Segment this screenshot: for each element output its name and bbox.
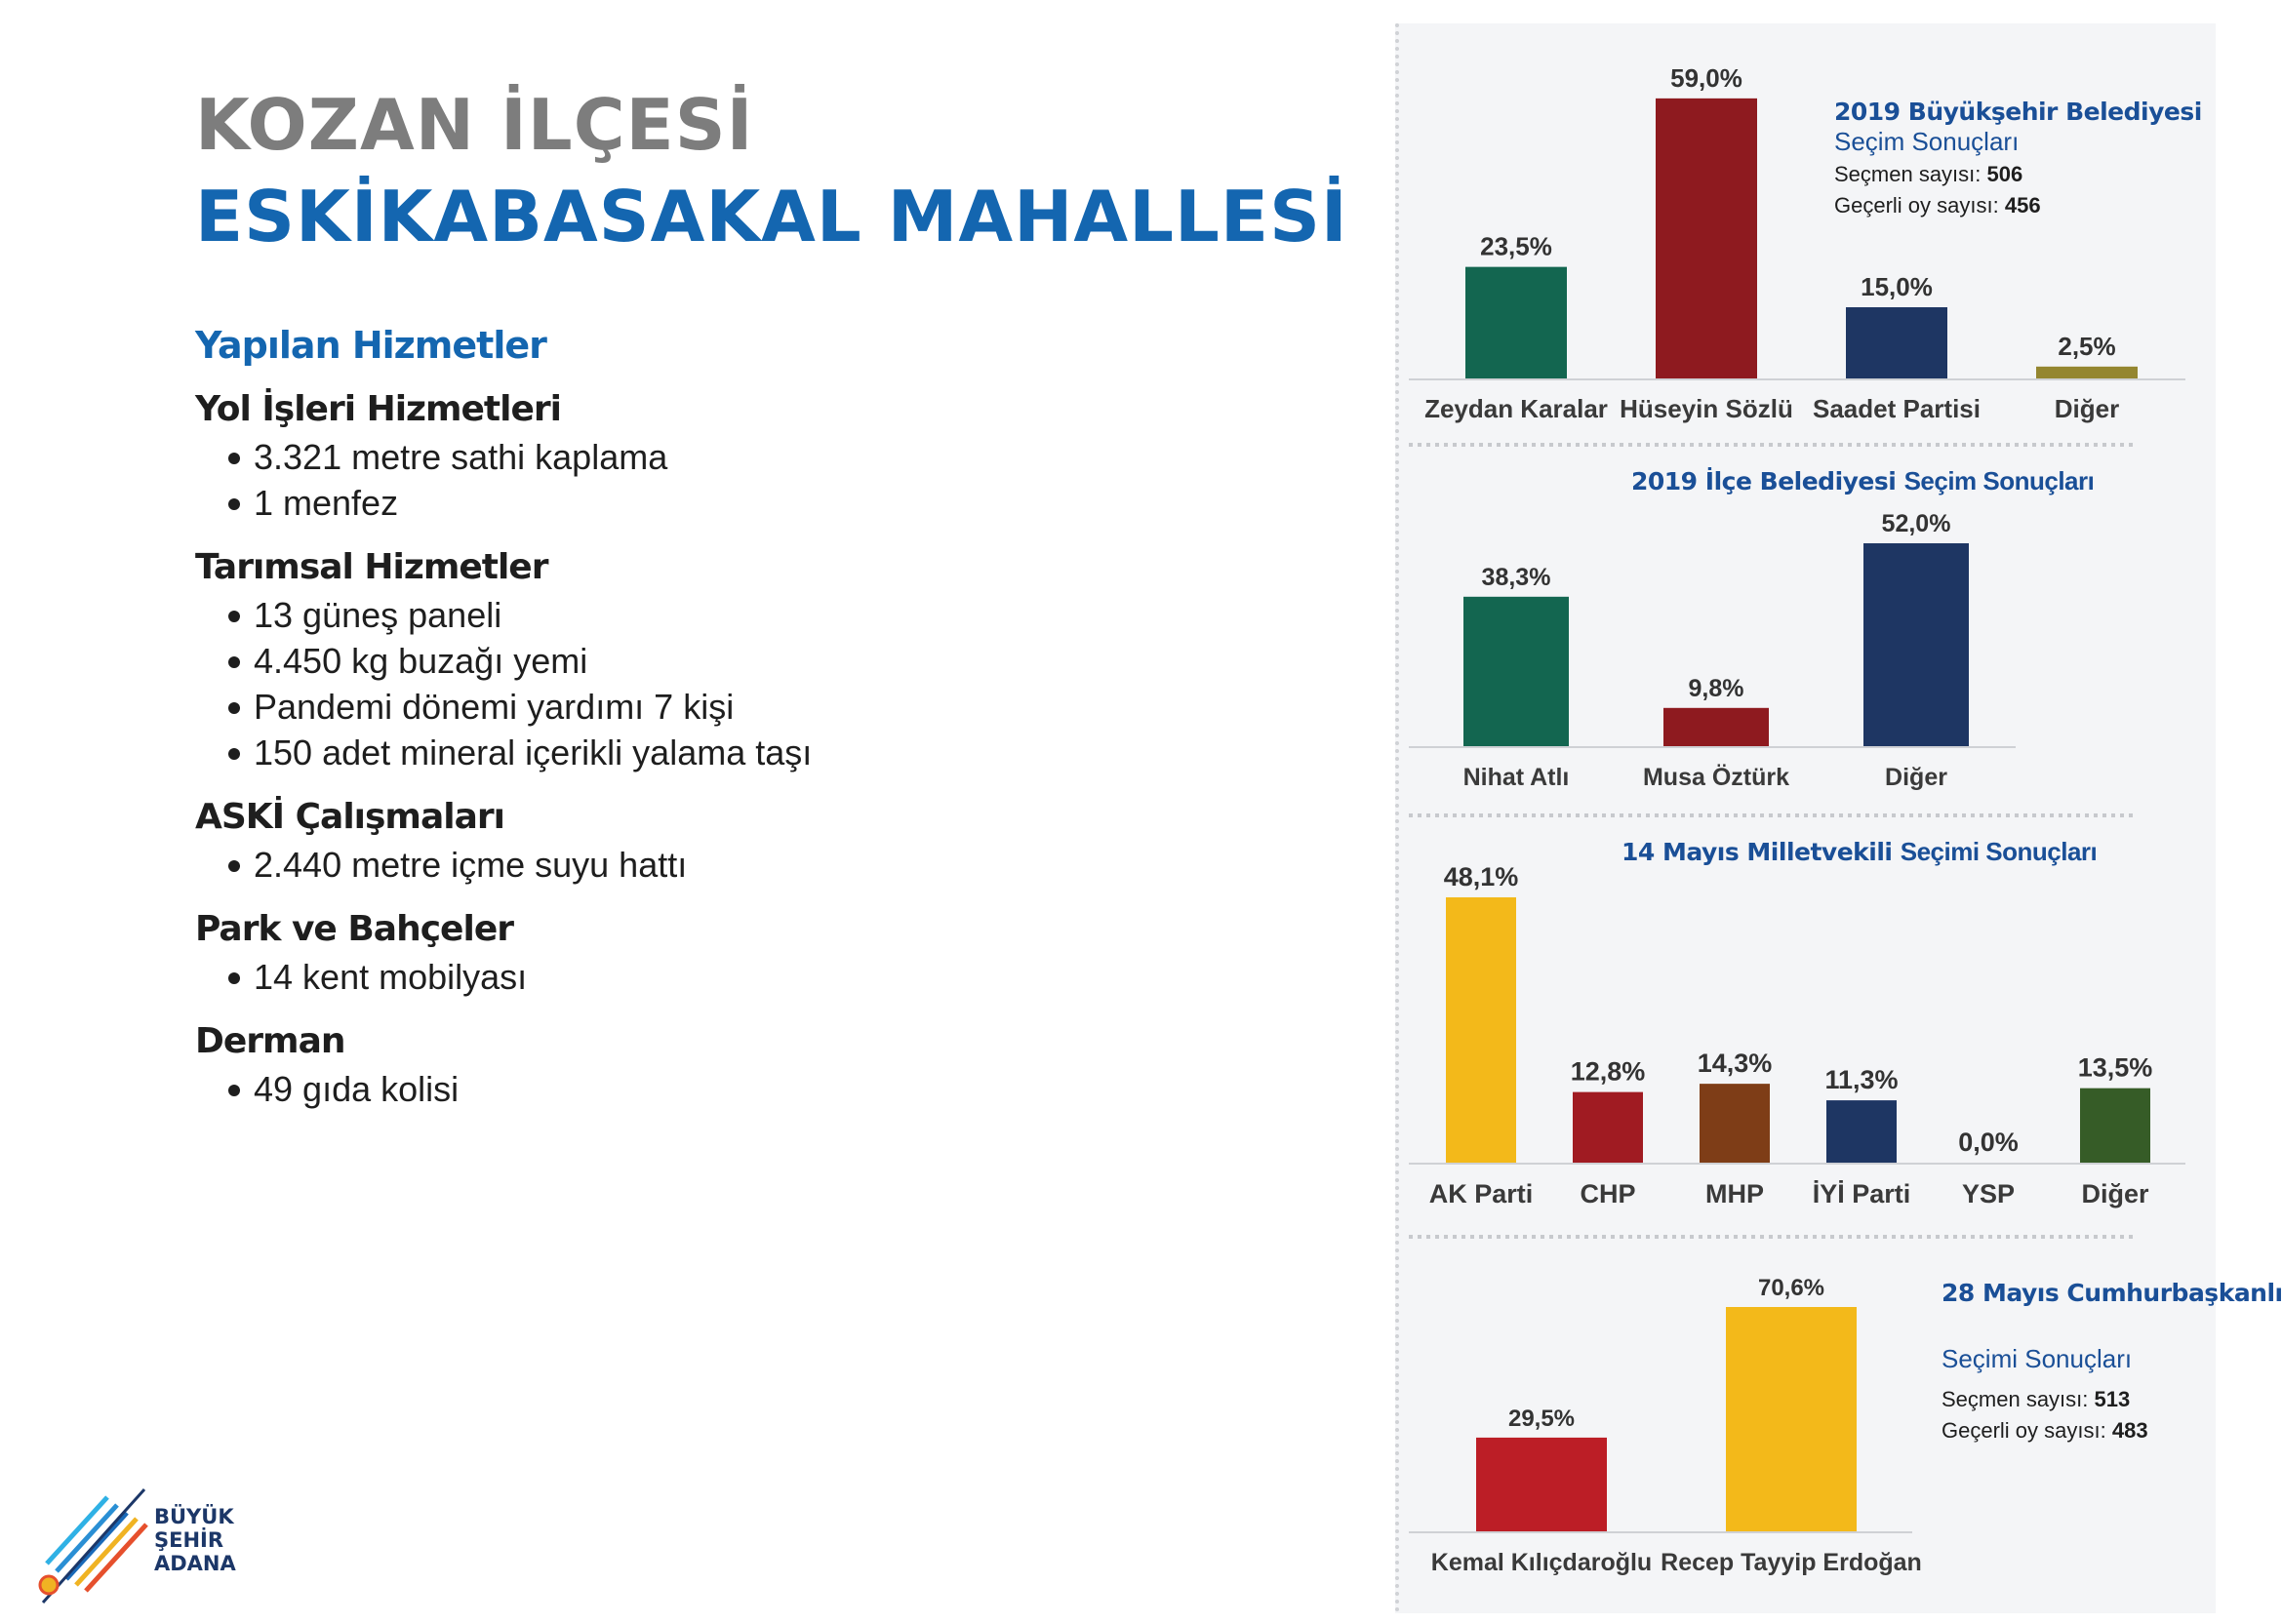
chart3-bar [1700, 1084, 1770, 1163]
chart2-bar [1463, 596, 1569, 746]
chart1-bar [1846, 307, 1947, 378]
chart1-subtitle: Seçim Sonuçları [1834, 127, 2020, 156]
logo-line: ŞEHİR [154, 1528, 224, 1552]
chart1-bar [1656, 98, 1757, 378]
chart2-subtitle: Seçim Sonuçları [1903, 466, 2095, 495]
chart4-voters: Seçmen sayısı: 513 [1942, 1385, 2130, 1414]
chart3-value-label: 14,3% [1698, 1049, 1773, 1078]
service-group-title: Yol İşleri Hizmetleri [195, 389, 562, 429]
chart2-category-label: Nihat Atlı [1463, 764, 1570, 791]
chart2-value-label: 9,8% [1689, 675, 1744, 702]
valid-value: 483 [2111, 1418, 2148, 1443]
chart4-category-label: Recep Tayyip Erdoğan [1661, 1549, 1922, 1576]
logo-line: BÜYÜK [154, 1505, 234, 1528]
chart1-value-label: 2,5% [2058, 332, 2115, 361]
service-group: Tarımsal Hizmetler 13 güneş paneli 4.450… [195, 543, 1268, 775]
chart1-voters: Seçmen sayısı: 506 [1834, 160, 2022, 189]
chart3-bar [2080, 1088, 2150, 1163]
service-group: ASKİ Çalışmaları 2.440 metre içme suyu h… [195, 793, 1268, 888]
chart2-title: 2019 İlçe Belediyesi Seçim Sonuçları [1631, 466, 2095, 496]
chart3-value-label: 13,5% [2078, 1053, 2153, 1083]
neighborhood-title: ESKİKABASAKAL MAHALLESİ [195, 176, 1348, 257]
voters-value: 506 [1986, 162, 2023, 186]
logo-line: ADANA [154, 1552, 236, 1575]
chart1-valid: Geçerli oy sayısı: 456 [1834, 191, 2041, 220]
chart1-category-label: Zeydan Karalar [1424, 394, 1608, 423]
valid-label: Geçerli oy sayısı: [1834, 193, 1999, 218]
adana-logo: BÜYÜK ŞEHİR ADANA [37, 1478, 261, 1624]
chart1-bar [2036, 366, 2138, 378]
chart3-category-label: Diğer [2081, 1179, 2149, 1208]
chart3-value-label: 0,0% [1958, 1128, 2019, 1157]
chart3-value-label: 11,3% [1824, 1065, 1898, 1094]
service-item: 49 gıda kolisi [195, 1066, 1268, 1112]
chart3-category-label: İYİ Parti [1813, 1179, 1911, 1208]
election-results-panel: 23,5% Zeydan Karalar 59,0% Hüseyin Sözlü 15,… [1395, 23, 2282, 1613]
service-group: Park ve Bahçeler 14 kent mobilyası [195, 905, 1268, 1000]
service-item: 1 menfez [195, 480, 1268, 526]
chart3-category-label: YSP [1962, 1179, 2015, 1208]
valid-value: 456 [2004, 193, 2041, 218]
voters-value: 513 [2094, 1387, 2131, 1411]
service-group-title: ASKİ Çalışmaları [195, 797, 505, 837]
chart4-value-label: 70,6% [1758, 1275, 1824, 1301]
chart2-value-label: 52,0% [1882, 510, 1951, 537]
chart1-title: 2019 Büyükşehir Belediyesi [1834, 98, 2202, 126]
chart1-category-label: Saadet Partisi [1813, 394, 1981, 423]
chart4-bar [1476, 1437, 1607, 1531]
chart3-title-main: 14 Mayıs Milletvekili [1621, 838, 1893, 866]
chart4-value-label: 29,5% [1508, 1406, 1575, 1432]
service-group: Derman 49 gıda kolisi [195, 1017, 1268, 1112]
chart4-category-label: Kemal Kılıçdaroğlu [1431, 1549, 1652, 1576]
chart4-subtitle: Seçimi Sonuçları [1942, 1344, 2133, 1373]
chart1-category-label: Hüseyin Sözlü [1620, 394, 1793, 423]
chart3-subtitle: Seçimi Sonuçları [1900, 837, 2098, 866]
chart1-value-label: 23,5% [1480, 232, 1552, 261]
chart3-value-label: 48,1% [1444, 862, 1519, 891]
voters-label: Seçmen sayısı: [1834, 162, 1982, 186]
chart3-bar [1826, 1100, 1897, 1163]
service-group-title: Derman [195, 1021, 346, 1061]
chart1-bar [1465, 266, 1567, 378]
chart2-value-label: 38,3% [1482, 564, 1551, 591]
services-list: Yol İşleri Hizmetleri 3.321 metre sathi … [195, 385, 1268, 1129]
service-item: 4.450 kg buzağı yemi [195, 638, 1268, 684]
election-charts: 23,5% Zeydan Karalar 59,0% Hüseyin Sözlü 15,… [1409, 63, 2185, 1576]
service-group-title: Park ve Bahçeler [195, 909, 514, 949]
chart3-category-label: CHP [1580, 1179, 1635, 1208]
chart2-title-main: 2019 İlçe Belediyesi [1631, 467, 1897, 495]
logo-text: BÜYÜK ŞEHİR ADANA [154, 1505, 236, 1575]
service-item: 150 adet mineral içerikli yalama taşı [195, 730, 1268, 775]
service-item: Pandemi dönemi yardımı 7 kişi [195, 684, 1268, 730]
valid-label: Geçerli oy sayısı: [1942, 1418, 2106, 1443]
chart3-bar [1573, 1091, 1643, 1163]
service-item: 13 güneş paneli [195, 592, 1268, 638]
chart4-bar [1726, 1307, 1857, 1531]
chart3-bar [1446, 897, 1516, 1163]
services-title: Yapılan Hizmetler [195, 324, 547, 367]
chart3-category-label: AK Parti [1429, 1179, 1534, 1208]
chart2-category-label: Diğer [1885, 764, 1947, 791]
logo-stripes-icon [38, 1487, 148, 1604]
chart2-category-label: Musa Öztürk [1643, 763, 1789, 791]
services-panel: KOZAN İLÇESİ ESKİKABASAKAL MAHALLESİ Yap… [38, 84, 1348, 1604]
chart3-category-label: MHP [1705, 1179, 1764, 1208]
service-group: Yol İşleri Hizmetleri 3.321 metre sathi … [195, 385, 1268, 526]
chart1-value-label: 15,0% [1861, 272, 1933, 301]
chart4-valid: Geçerli oy sayısı: 483 [1942, 1416, 2148, 1446]
chart1-category-label: Diğer [2055, 394, 2119, 423]
chart3-value-label: 12,8% [1571, 1057, 1646, 1087]
chart2-bar [1663, 707, 1769, 746]
service-item: 14 kent mobilyası [195, 954, 1268, 1000]
service-item: 2.440 metre içme suyu hattı [195, 842, 1268, 888]
chart3-title: 14 Mayıs Milletvekili Seçimi Sonuçları [1621, 837, 2098, 867]
chart4-title: 28 Mayıs Cumhurbaşkanlığı [1942, 1279, 2282, 1307]
chart2-bar [1863, 543, 1969, 746]
service-group-title: Tarımsal Hizmetler [195, 547, 548, 587]
district-title: KOZAN İLÇESİ [195, 84, 754, 166]
voters-label: Seçmen sayısı: [1942, 1387, 2089, 1411]
service-item: 3.321 metre sathi kaplama [195, 434, 1268, 480]
chart1-value-label: 59,0% [1670, 63, 1742, 93]
